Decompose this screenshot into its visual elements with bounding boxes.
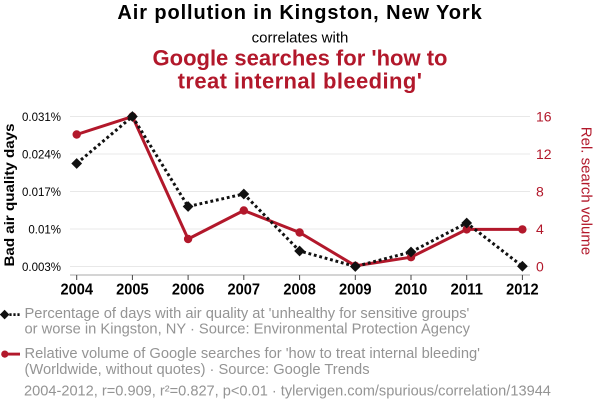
svg-text:Percentage of days with air qu: Percentage of days with air quality at '… <box>25 306 470 322</box>
svg-text:16: 16 <box>536 108 552 124</box>
svg-text:0.024%: 0.024% <box>22 150 61 162</box>
svg-text:2008: 2008 <box>283 282 316 299</box>
svg-text:2005: 2005 <box>116 282 149 299</box>
svg-text:2012: 2012 <box>506 282 539 299</box>
svg-text:2007: 2007 <box>228 282 261 299</box>
svg-text:or worse in Kingston, NY · Sou: or worse in Kingston, NY · Source: Envir… <box>25 322 471 338</box>
svg-text:0: 0 <box>536 258 544 274</box>
svg-text:Relative volume of Google sear: Relative volume of Google searches for '… <box>25 346 481 362</box>
svg-text:0.031%: 0.031% <box>22 112 61 124</box>
svg-text:Rel. search volume: Rel. search volume <box>578 127 595 255</box>
svg-text:Bad air quality days: Bad air quality days <box>1 123 17 266</box>
svg-text:Air pollution in Kingston, New: Air pollution in Kingston, New York <box>117 2 482 24</box>
svg-text:2004-2012, r=0.909, r²=0.827,: 2004-2012, r=0.909, r²=0.827, p<0.01 · t… <box>24 384 551 400</box>
svg-text:correlates with: correlates with <box>252 30 349 47</box>
svg-text:0.003%: 0.003% <box>22 262 61 274</box>
svg-text:2010: 2010 <box>395 282 428 299</box>
svg-text:12: 12 <box>536 146 552 162</box>
svg-text:2009: 2009 <box>339 282 372 299</box>
svg-text:0.017%: 0.017% <box>22 187 61 199</box>
svg-text:2011: 2011 <box>450 282 483 299</box>
svg-text:2004: 2004 <box>60 282 93 299</box>
svg-text:8: 8 <box>536 183 544 199</box>
svg-text:0.01%: 0.01% <box>28 225 61 237</box>
svg-text:treat internal bleeding': treat internal bleeding' <box>178 69 423 94</box>
svg-text:2006: 2006 <box>172 282 205 299</box>
svg-text:(Worldwide, without quotes) ·: (Worldwide, without quotes) · Source: Go… <box>25 362 370 378</box>
svg-text:4: 4 <box>536 221 544 237</box>
svg-text:Google searches for 'how to: Google searches for 'how to <box>153 46 448 71</box>
